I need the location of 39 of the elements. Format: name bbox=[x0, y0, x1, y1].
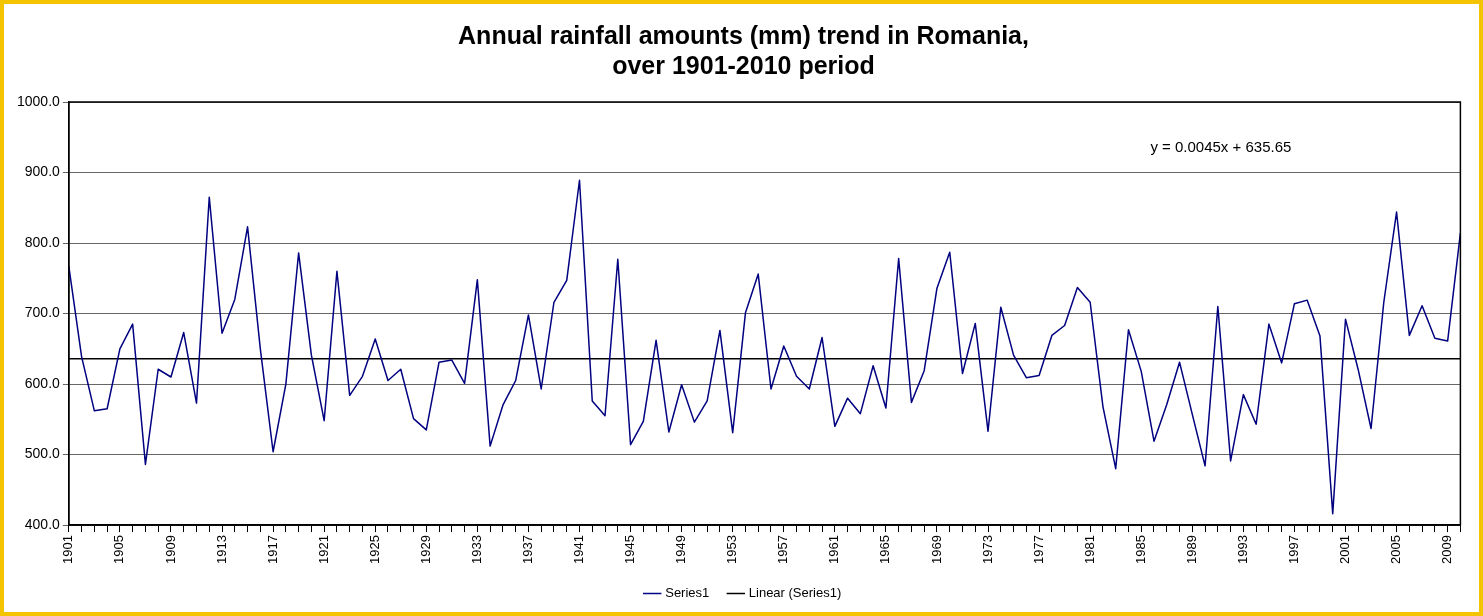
x-tick-label: 1941 bbox=[571, 535, 587, 564]
x-tick-label: 1913 bbox=[213, 535, 229, 564]
x-tick-label: 1909 bbox=[162, 535, 178, 564]
x-tick-label: 1901 bbox=[60, 535, 76, 564]
x-tick-label: 2005 bbox=[1388, 535, 1404, 564]
legend-label: Series1 bbox=[665, 585, 710, 601]
x-tick-label: 1921 bbox=[315, 535, 331, 564]
y-tick-label: 1000.0 bbox=[16, 92, 61, 109]
annotation: y = 0.0045x + 635.65 bbox=[1150, 138, 1292, 156]
x-tick-label: 1933 bbox=[468, 535, 484, 564]
x-tick-label: 1937 bbox=[520, 535, 535, 564]
x-tick-label: 1957 bbox=[775, 535, 791, 564]
x-tick-label: 1917 bbox=[264, 535, 280, 564]
x-tick-label: 1905 bbox=[111, 535, 127, 564]
chart-title: Annual rainfall amounts (mm) trend in Romania, over 1901-2010 period bbox=[458, 20, 1029, 79]
y-tick-label: 500.0 bbox=[24, 445, 61, 462]
x-tick-label: 1989 bbox=[1183, 535, 1199, 564]
x-tick-label: 1969 bbox=[928, 535, 944, 564]
x-tick-label: 1993 bbox=[1234, 535, 1250, 564]
y-tick-label: 600.0 bbox=[24, 374, 61, 391]
x-tick-label: 1973 bbox=[979, 535, 995, 564]
y-tick-label: 700.0 bbox=[24, 304, 61, 321]
x-tick-label: 1977 bbox=[1030, 535, 1046, 564]
x-tick-label: 1997 bbox=[1286, 535, 1302, 564]
y-tick-label: 800.0 bbox=[24, 233, 61, 250]
x-tick-label: 1925 bbox=[366, 535, 382, 564]
x-tick-label: 1965 bbox=[877, 535, 893, 564]
x-tick-label: 1953 bbox=[724, 535, 740, 564]
y-tick-label: 900.0 bbox=[24, 163, 61, 180]
x-tick-label: 1985 bbox=[1132, 535, 1148, 564]
x-tick-label: 2009 bbox=[1439, 535, 1455, 564]
y-tick-label: 400.0 bbox=[24, 515, 61, 532]
x-tick-label: 1945 bbox=[622, 535, 638, 564]
x-tick-label: 1929 bbox=[417, 535, 433, 564]
x-tick-label: 1961 bbox=[826, 535, 842, 564]
legend-label: Linear (Series1) bbox=[748, 585, 842, 601]
x-tick-label: 1981 bbox=[1081, 535, 1097, 564]
x-tick-label: 2001 bbox=[1337, 535, 1353, 564]
x-tick-label: 1949 bbox=[673, 535, 689, 564]
